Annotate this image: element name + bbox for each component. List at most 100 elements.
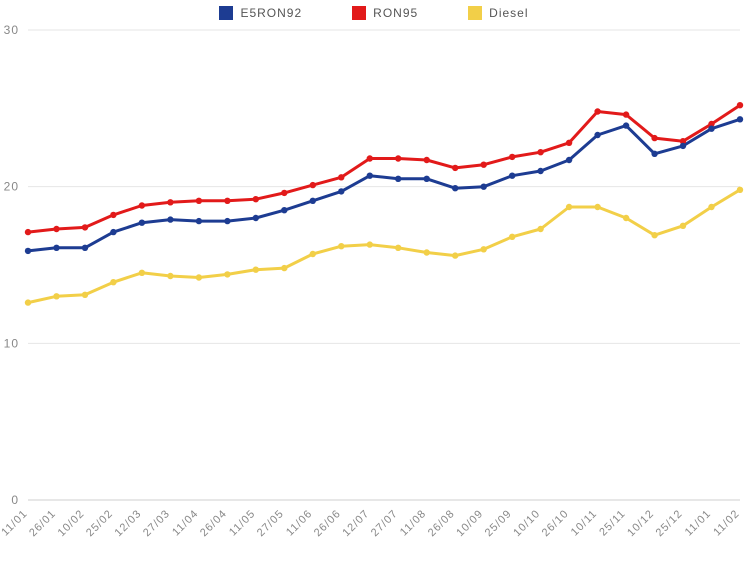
svg-text:11/08: 11/08 <box>398 508 429 539</box>
svg-text:10/02: 10/02 <box>56 508 87 539</box>
series-marker <box>452 185 458 191</box>
series-marker <box>281 265 287 271</box>
legend: E5RON92 RON95 Diesel <box>0 6 748 20</box>
series-marker <box>424 176 430 182</box>
svg-text:27/07: 27/07 <box>369 508 400 539</box>
svg-text:10/12: 10/12 <box>625 508 656 539</box>
svg-text:26/10: 26/10 <box>540 508 571 539</box>
series-marker <box>680 223 686 229</box>
series-marker <box>139 220 145 226</box>
series-marker <box>737 187 743 193</box>
svg-text:25/02: 25/02 <box>84 508 115 539</box>
svg-text:27/05: 27/05 <box>255 508 286 539</box>
series-marker <box>281 190 287 196</box>
legend-label: RON95 <box>373 6 418 20</box>
series-marker <box>395 176 401 182</box>
series-line-E5RON92 <box>28 119 740 251</box>
series-marker <box>82 245 88 251</box>
chart-canvas: 010203011/0126/0110/0225/0212/0327/0311/… <box>0 0 748 561</box>
legend-item: E5RON92 <box>219 6 302 20</box>
series-marker <box>509 173 515 179</box>
series-marker <box>737 116 743 122</box>
series-marker <box>139 270 145 276</box>
series-marker <box>281 207 287 213</box>
series-marker <box>481 246 487 252</box>
series-marker <box>594 108 600 114</box>
series-marker <box>623 111 629 117</box>
series-marker <box>338 174 344 180</box>
legend-label: E5RON92 <box>240 6 302 20</box>
svg-text:10: 10 <box>4 336 19 350</box>
series-marker <box>424 249 430 255</box>
series-marker <box>25 299 31 305</box>
svg-text:10/10: 10/10 <box>511 508 542 539</box>
series-marker <box>110 212 116 218</box>
svg-text:25/11: 25/11 <box>597 508 628 539</box>
svg-text:11/02: 11/02 <box>711 508 742 539</box>
series-marker <box>110 279 116 285</box>
series-marker <box>424 157 430 163</box>
series-marker <box>110 229 116 235</box>
series-marker <box>196 218 202 224</box>
legend-item: Diesel <box>468 6 528 20</box>
series-marker <box>537 149 543 155</box>
series-marker <box>708 204 714 210</box>
series-marker <box>338 243 344 249</box>
svg-text:11/06: 11/06 <box>284 508 315 539</box>
series-marker <box>53 293 59 299</box>
series-marker <box>594 132 600 138</box>
series-marker <box>509 154 515 160</box>
svg-text:11/01: 11/01 <box>0 508 30 539</box>
series-marker <box>167 273 173 279</box>
series-marker <box>82 292 88 298</box>
series-marker <box>452 165 458 171</box>
svg-text:25/12: 25/12 <box>654 508 685 539</box>
svg-text:11/05: 11/05 <box>227 508 258 539</box>
svg-text:26/08: 26/08 <box>426 508 457 539</box>
series-marker <box>338 188 344 194</box>
series-marker <box>310 251 316 257</box>
series-marker <box>708 126 714 132</box>
series-marker <box>53 226 59 232</box>
series-marker <box>367 155 373 161</box>
svg-text:26/04: 26/04 <box>198 508 229 539</box>
series-marker <box>310 182 316 188</box>
legend-swatch <box>352 6 366 20</box>
svg-text:26/06: 26/06 <box>312 508 343 539</box>
series-marker <box>53 245 59 251</box>
svg-text:0: 0 <box>11 493 19 507</box>
series-marker <box>452 252 458 258</box>
series-marker <box>167 216 173 222</box>
svg-text:12/07: 12/07 <box>340 508 371 539</box>
series-marker <box>481 184 487 190</box>
svg-text:10/09: 10/09 <box>454 508 485 539</box>
series-marker <box>623 215 629 221</box>
series-marker <box>224 198 230 204</box>
series-marker <box>566 204 572 210</box>
series-marker <box>224 218 230 224</box>
series-marker <box>367 241 373 247</box>
legend-item: RON95 <box>352 6 418 20</box>
series-marker <box>680 143 686 149</box>
series-marker <box>651 232 657 238</box>
svg-text:12/03: 12/03 <box>113 508 144 539</box>
svg-text:30: 30 <box>4 23 19 37</box>
series-marker <box>224 271 230 277</box>
svg-text:11/01: 11/01 <box>683 508 714 539</box>
series-marker <box>537 168 543 174</box>
series-marker <box>139 202 145 208</box>
series-marker <box>651 151 657 157</box>
series-marker <box>537 226 543 232</box>
svg-text:25/09: 25/09 <box>483 508 514 539</box>
series-marker <box>196 198 202 204</box>
series-marker <box>594 204 600 210</box>
legend-swatch <box>468 6 482 20</box>
series-marker <box>566 157 572 163</box>
series-marker <box>395 245 401 251</box>
svg-text:11/04: 11/04 <box>170 508 201 539</box>
series-marker <box>509 234 515 240</box>
series-marker <box>310 198 316 204</box>
series-marker <box>253 215 259 221</box>
series-marker <box>623 122 629 128</box>
series-marker <box>566 140 572 146</box>
